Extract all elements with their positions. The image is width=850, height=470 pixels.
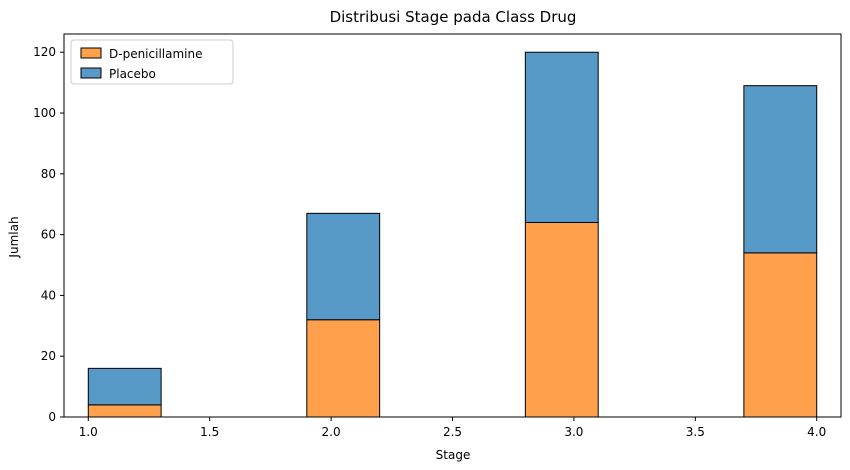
y-tick-label: 0 [48, 410, 56, 424]
bar-d-penicillamine-9 [743, 252, 818, 418]
bar-d-penicillamine-0 [87, 404, 162, 418]
y-tick-label: 20 [41, 349, 56, 363]
x-tick-label: 2.5 [443, 425, 462, 439]
plot-area: 1.0 1.5 2.0 2.5 3.0 3.5 4.0 0 20 40 60 80 100 120 D-pe… [33, 33, 842, 439]
bar-placebo-9 [743, 85, 818, 254]
legend-box [70, 39, 234, 85]
x-tick-label: 3.5 [686, 425, 705, 439]
legend-swatch-placebo [80, 67, 102, 79]
x-tick-label: 2.0 [322, 425, 341, 439]
y-tick-label: 80 [41, 167, 56, 181]
x-tick-label: 4.0 [807, 425, 826, 439]
legend-label-d-penicillamine: D-penicillamine [109, 47, 202, 61]
x-tick-label: 1.0 [79, 425, 98, 439]
chart-title: Distribusi Stage pada Class Drug [330, 8, 577, 26]
legend-label-placebo: Placebo [109, 67, 156, 81]
bar-placebo-6 [524, 51, 599, 223]
bar-placebo-0 [87, 367, 162, 406]
bar-d-penicillamine-6 [524, 221, 599, 418]
x-axis-label: Stage [436, 448, 471, 462]
legend-swatch-d-penicillamine [80, 47, 102, 59]
y-axis-label: Jumlah [7, 216, 21, 258]
y-tick-label: 60 [41, 228, 56, 242]
y-tick-label: 40 [41, 288, 56, 302]
bar-placebo-3 [306, 212, 381, 321]
y-tick-label: 100 [33, 106, 56, 120]
x-tick-label: 3.0 [564, 425, 583, 439]
y-tick-label: 120 [33, 45, 56, 59]
x-tick-label: 1.5 [200, 425, 219, 439]
plot-frame [63, 33, 842, 418]
bar-d-penicillamine-3 [306, 319, 381, 418]
